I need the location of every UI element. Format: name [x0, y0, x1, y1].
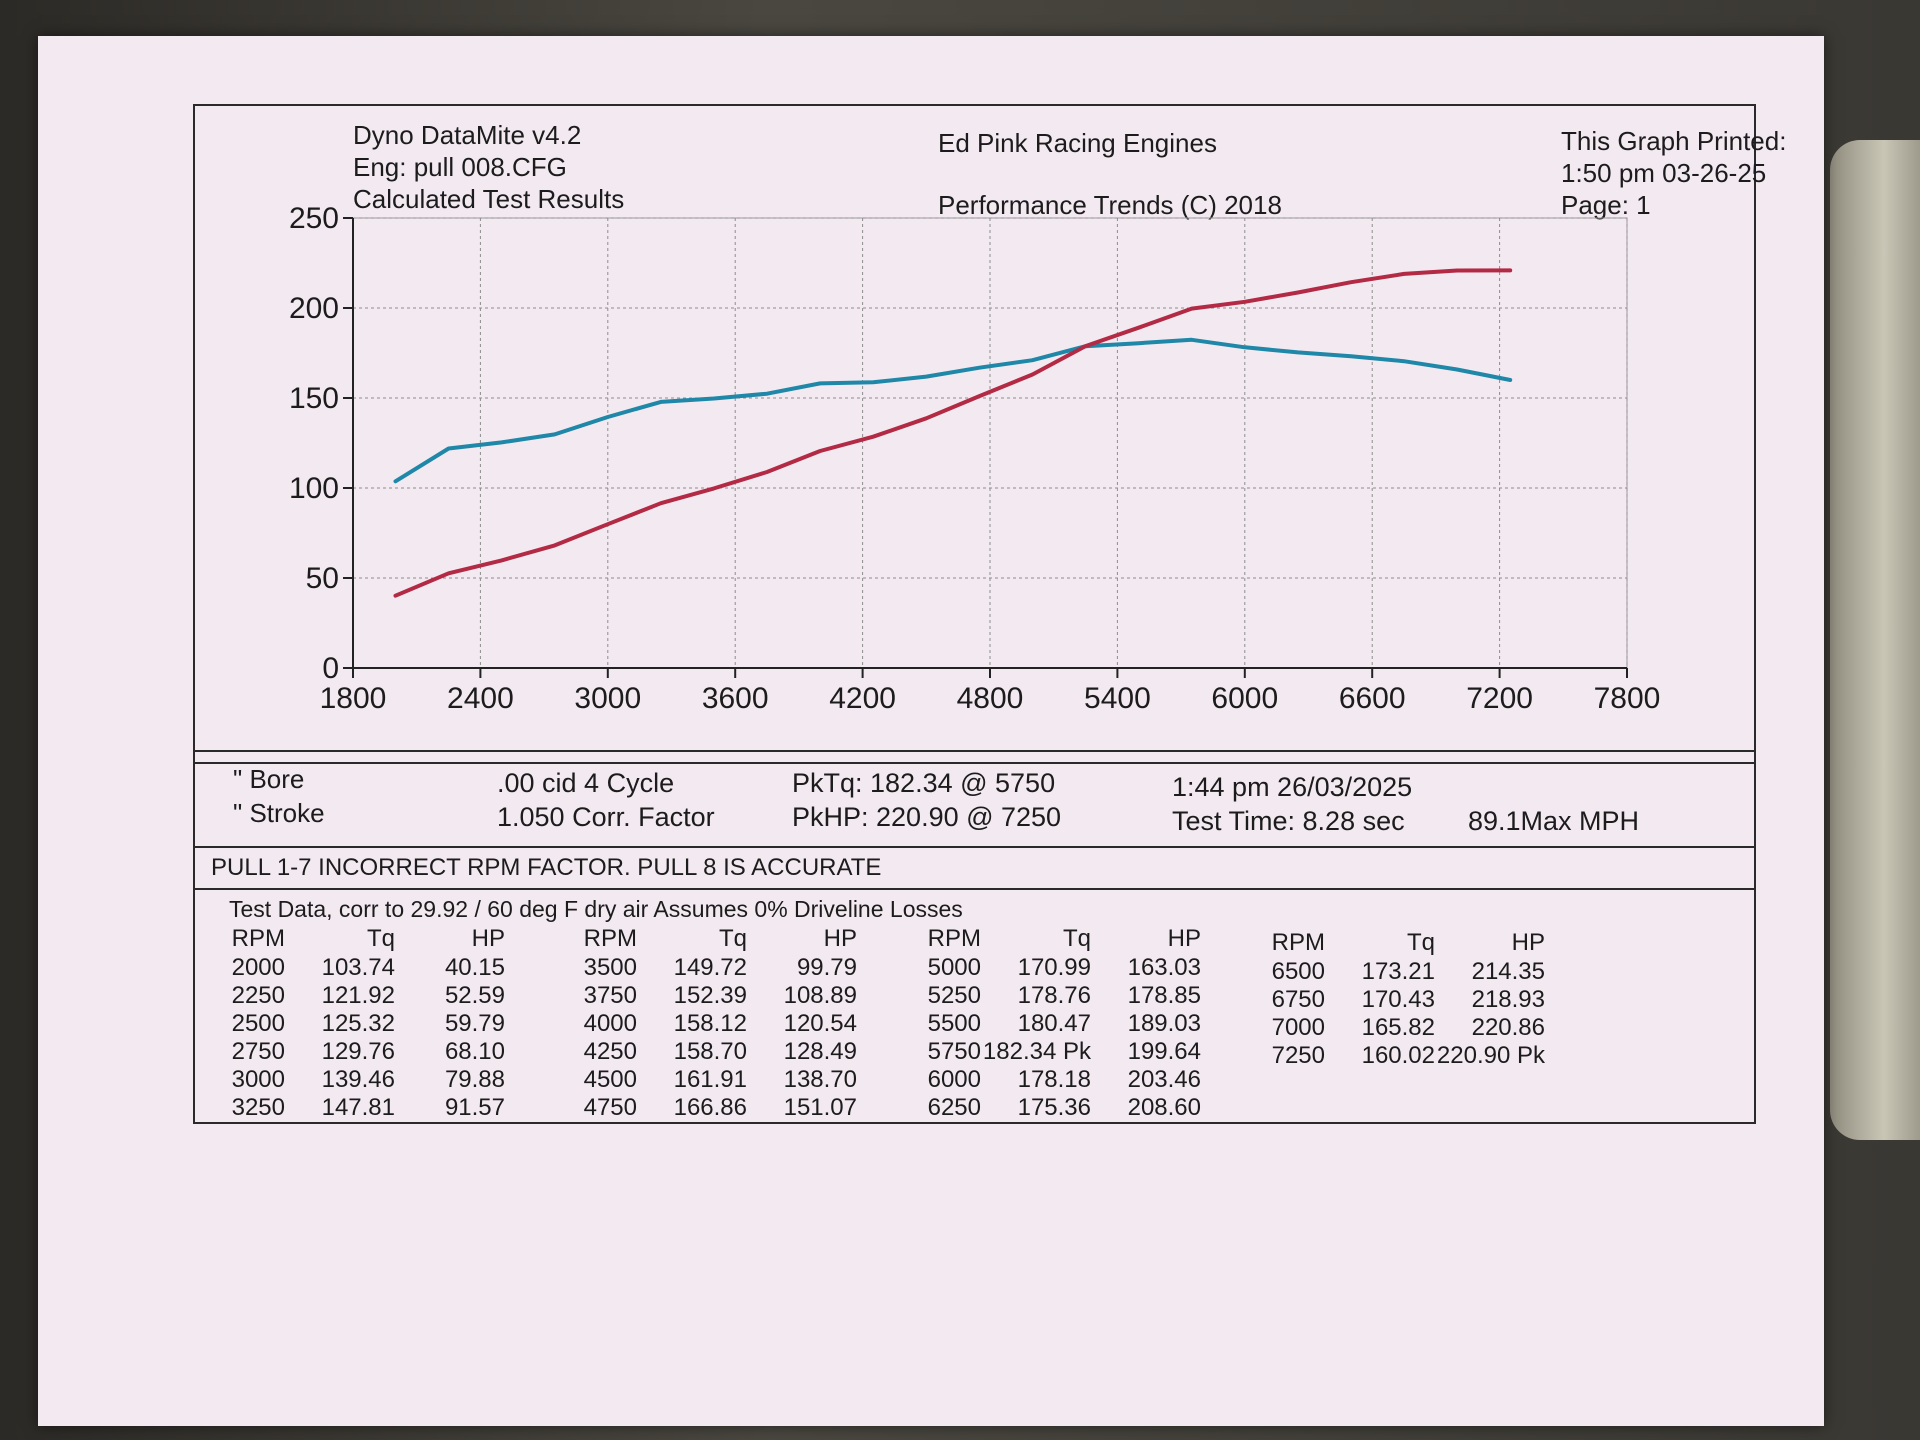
peak-power: PkHP: 220.90 @ 7250: [792, 802, 1062, 832]
table-row: 7250 160.02220.90 Pk: [1271, 1042, 1545, 1069]
table-row: 4500 161.91 138.70: [583, 1066, 857, 1093]
x-tick-label: 7200: [1466, 682, 1533, 715]
stroke-label: " Stroke: [233, 798, 325, 828]
rpm-header: RPM: [231, 925, 285, 952]
hp-header: HP: [823, 925, 857, 952]
max-mph: 89.1Max MPH: [1468, 806, 1640, 836]
table-row: 7000 165.82 220.86: [1271, 1014, 1545, 1041]
table-row: 6250 175.36 208.60: [927, 1094, 1201, 1121]
company-name: Ed Pink Racing Engines: [938, 128, 1217, 158]
background-object: [1830, 140, 1920, 1140]
y-tick-label: 200: [289, 292, 339, 325]
bore-label: " Bore: [233, 764, 305, 794]
x-tick-label: 4200: [829, 682, 896, 715]
hp-header: HP: [471, 925, 505, 952]
tq-header: Tq: [366, 925, 395, 952]
data-column-3: RPM Tq HP 5000 170.99 163.03 5250 178.76 178.8…: [901, 924, 1201, 1122]
table-row: 6750 170.43 218.93: [1271, 986, 1545, 1013]
y-tick-label: 50: [306, 562, 339, 595]
copyright: Performance Trends (C) 2018: [938, 190, 1282, 220]
test-data-caption: Test Data, corr to 29.92 / 60 deg F dry …: [229, 896, 963, 922]
separator-line: [195, 762, 1754, 764]
x-tick-label: 1800: [320, 682, 387, 715]
y-tick-label: 150: [289, 382, 339, 415]
table-row: 3250 147.81 91.57: [231, 1094, 505, 1121]
rpm-header: RPM: [927, 925, 981, 952]
app-name: Dyno DataMite v4.2: [353, 120, 582, 150]
chart-grid: [352, 217, 1628, 669]
series-line-2: [393, 268, 1513, 598]
table-row: 5000 170.99 163.03: [927, 954, 1201, 981]
test-datetime: 1:44 pm 26/03/2025: [1172, 772, 1413, 802]
y-tick-label: 250: [289, 202, 339, 235]
page-number: Page: 1: [1561, 190, 1651, 220]
separator-line: [195, 846, 1754, 848]
pull-note: PULL 1-7 INCORRECT RPM FACTOR. PULL 8 IS…: [211, 854, 882, 881]
peak-torque: PkTq: 182.34 @ 5750: [792, 768, 1056, 798]
table-row: 4000 158.12 120.54: [583, 1010, 857, 1037]
x-tick-label: 3600: [702, 682, 769, 715]
displacement: .00 cid 4 Cycle: [497, 768, 675, 798]
tq-header: Tq: [718, 925, 747, 952]
dyno-chart: 0 50 100 150 200 250 1800 2400 3000 3600 4200 4800 5…: [289, 202, 1660, 715]
report-frame: Dyno DataMite v4.2 Eng: pull 008.CFG Cal…: [193, 104, 1786, 1124]
table-row: 5500 180.47 189.03: [927, 1010, 1201, 1037]
table-row: 3750 152.39 108.89: [583, 982, 857, 1009]
hp-header: HP: [1167, 925, 1201, 952]
x-tick-label: 4800: [957, 682, 1024, 715]
x-tick-label: 6000: [1211, 682, 1278, 715]
table-row: 4250 158.70 128.49: [583, 1038, 857, 1065]
tq-header: Tq: [1406, 929, 1435, 956]
separator-line: [195, 888, 1754, 890]
table-row: 4750 166.86 151.07: [583, 1094, 857, 1121]
table-row: 6000 178.18 203.46: [927, 1066, 1201, 1093]
chart-axes: 0 50 100 150 200 250 1800 2400 3000 3600 4200 4800 5…: [289, 202, 1660, 715]
chart-series: [393, 268, 1513, 598]
table-row: 2750 129.76 68.10: [231, 1038, 505, 1065]
correction-factor: 1.050 Corr. Factor: [497, 802, 715, 832]
table-row: 5750182.34 Pk 199.64: [927, 1038, 1201, 1065]
test-time: Test Time: 8.28 sec: [1172, 806, 1405, 836]
y-tick-label: 0: [322, 652, 339, 685]
separator-line: [195, 750, 1754, 752]
table-row: 6500 173.21 214.35: [1271, 958, 1545, 985]
table-row: 3000 139.46 79.88: [231, 1066, 505, 1093]
printed-label: This Graph Printed:: [1561, 126, 1787, 156]
table-row: 3500 149.72 99.79: [583, 954, 857, 981]
table-row: 2250 121.92 52.59: [231, 982, 505, 1009]
table-row: 2500 125.32 59.79: [231, 1010, 505, 1037]
data-column-2: RPM Tq HP 3500 149.72 99.79 3750 152.39 108.89…: [557, 924, 857, 1122]
tq-header: Tq: [1062, 925, 1091, 952]
x-tick-label: 3000: [574, 682, 641, 715]
x-tick-label: 7800: [1594, 682, 1661, 715]
config-file: Eng: pull 008.CFG: [353, 152, 567, 182]
data-column-4: RPM Tq HP 6500 173.21 214.35 6750 170.43 218.9…: [1245, 928, 1545, 1070]
x-tick-label: 2400: [447, 682, 514, 715]
series-line-1: [393, 337, 1513, 484]
table-row: 5250 178.76 178.85: [927, 982, 1201, 1009]
printed-time: 1:50 pm 03-26-25: [1561, 158, 1767, 188]
printout-page: Dyno DataMite v4.2 Eng: pull 008.CFG Cal…: [38, 36, 1824, 1426]
rpm-header: RPM: [1271, 929, 1325, 956]
table-row: 2000 103.74 40.15: [231, 954, 505, 981]
report-subtitle: Calculated Test Results: [353, 184, 625, 214]
x-tick-label: 5400: [1084, 682, 1151, 715]
data-column-1: RPM Tq HP 2000 103.74 40.15 2250 121.92 52.59 …: [205, 924, 505, 1122]
hp-header: HP: [1511, 929, 1545, 956]
x-tick-label: 6600: [1339, 682, 1406, 715]
y-tick-label: 100: [289, 472, 339, 505]
rpm-header: RPM: [583, 925, 637, 952]
